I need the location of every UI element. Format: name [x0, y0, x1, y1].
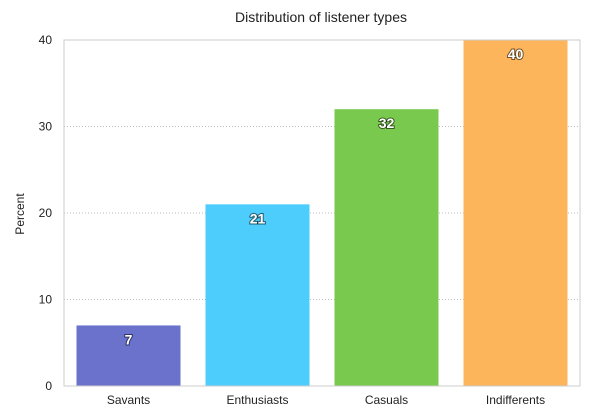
data-labels: 7 21 32 40 — [124, 45, 525, 348]
y-tick-label: 20 — [39, 206, 53, 220]
x-tick-label: Indifferents — [486, 393, 545, 407]
data-label: 32 — [379, 115, 395, 131]
bar-casuals — [334, 109, 439, 386]
x-tick-label: Savants — [107, 393, 150, 407]
chart-title: Distribution of listener types — [235, 9, 407, 25]
data-label: 40 — [508, 46, 524, 62]
bar-enthusiasts — [205, 204, 310, 386]
y-axis-label: Percent — [13, 193, 27, 235]
y-tick-label: 40 — [39, 33, 53, 47]
y-tick-label: 10 — [39, 293, 53, 307]
bar-indifferents — [463, 40, 568, 386]
y-tick-label: 0 — [45, 379, 52, 393]
axes: 0 10 20 30 40 Savants Enthusiasts Casuals Indiff… — [39, 33, 581, 407]
x-tick-label: Casuals — [365, 393, 408, 407]
y-tick-label: 30 — [39, 120, 53, 134]
plot-frame — [63, 39, 581, 387]
x-tick-label: Enthusiasts — [226, 393, 288, 407]
bars — [76, 40, 568, 386]
bar-savants — [76, 325, 181, 386]
data-label: 7 — [125, 331, 133, 347]
data-label: 21 — [250, 210, 266, 226]
